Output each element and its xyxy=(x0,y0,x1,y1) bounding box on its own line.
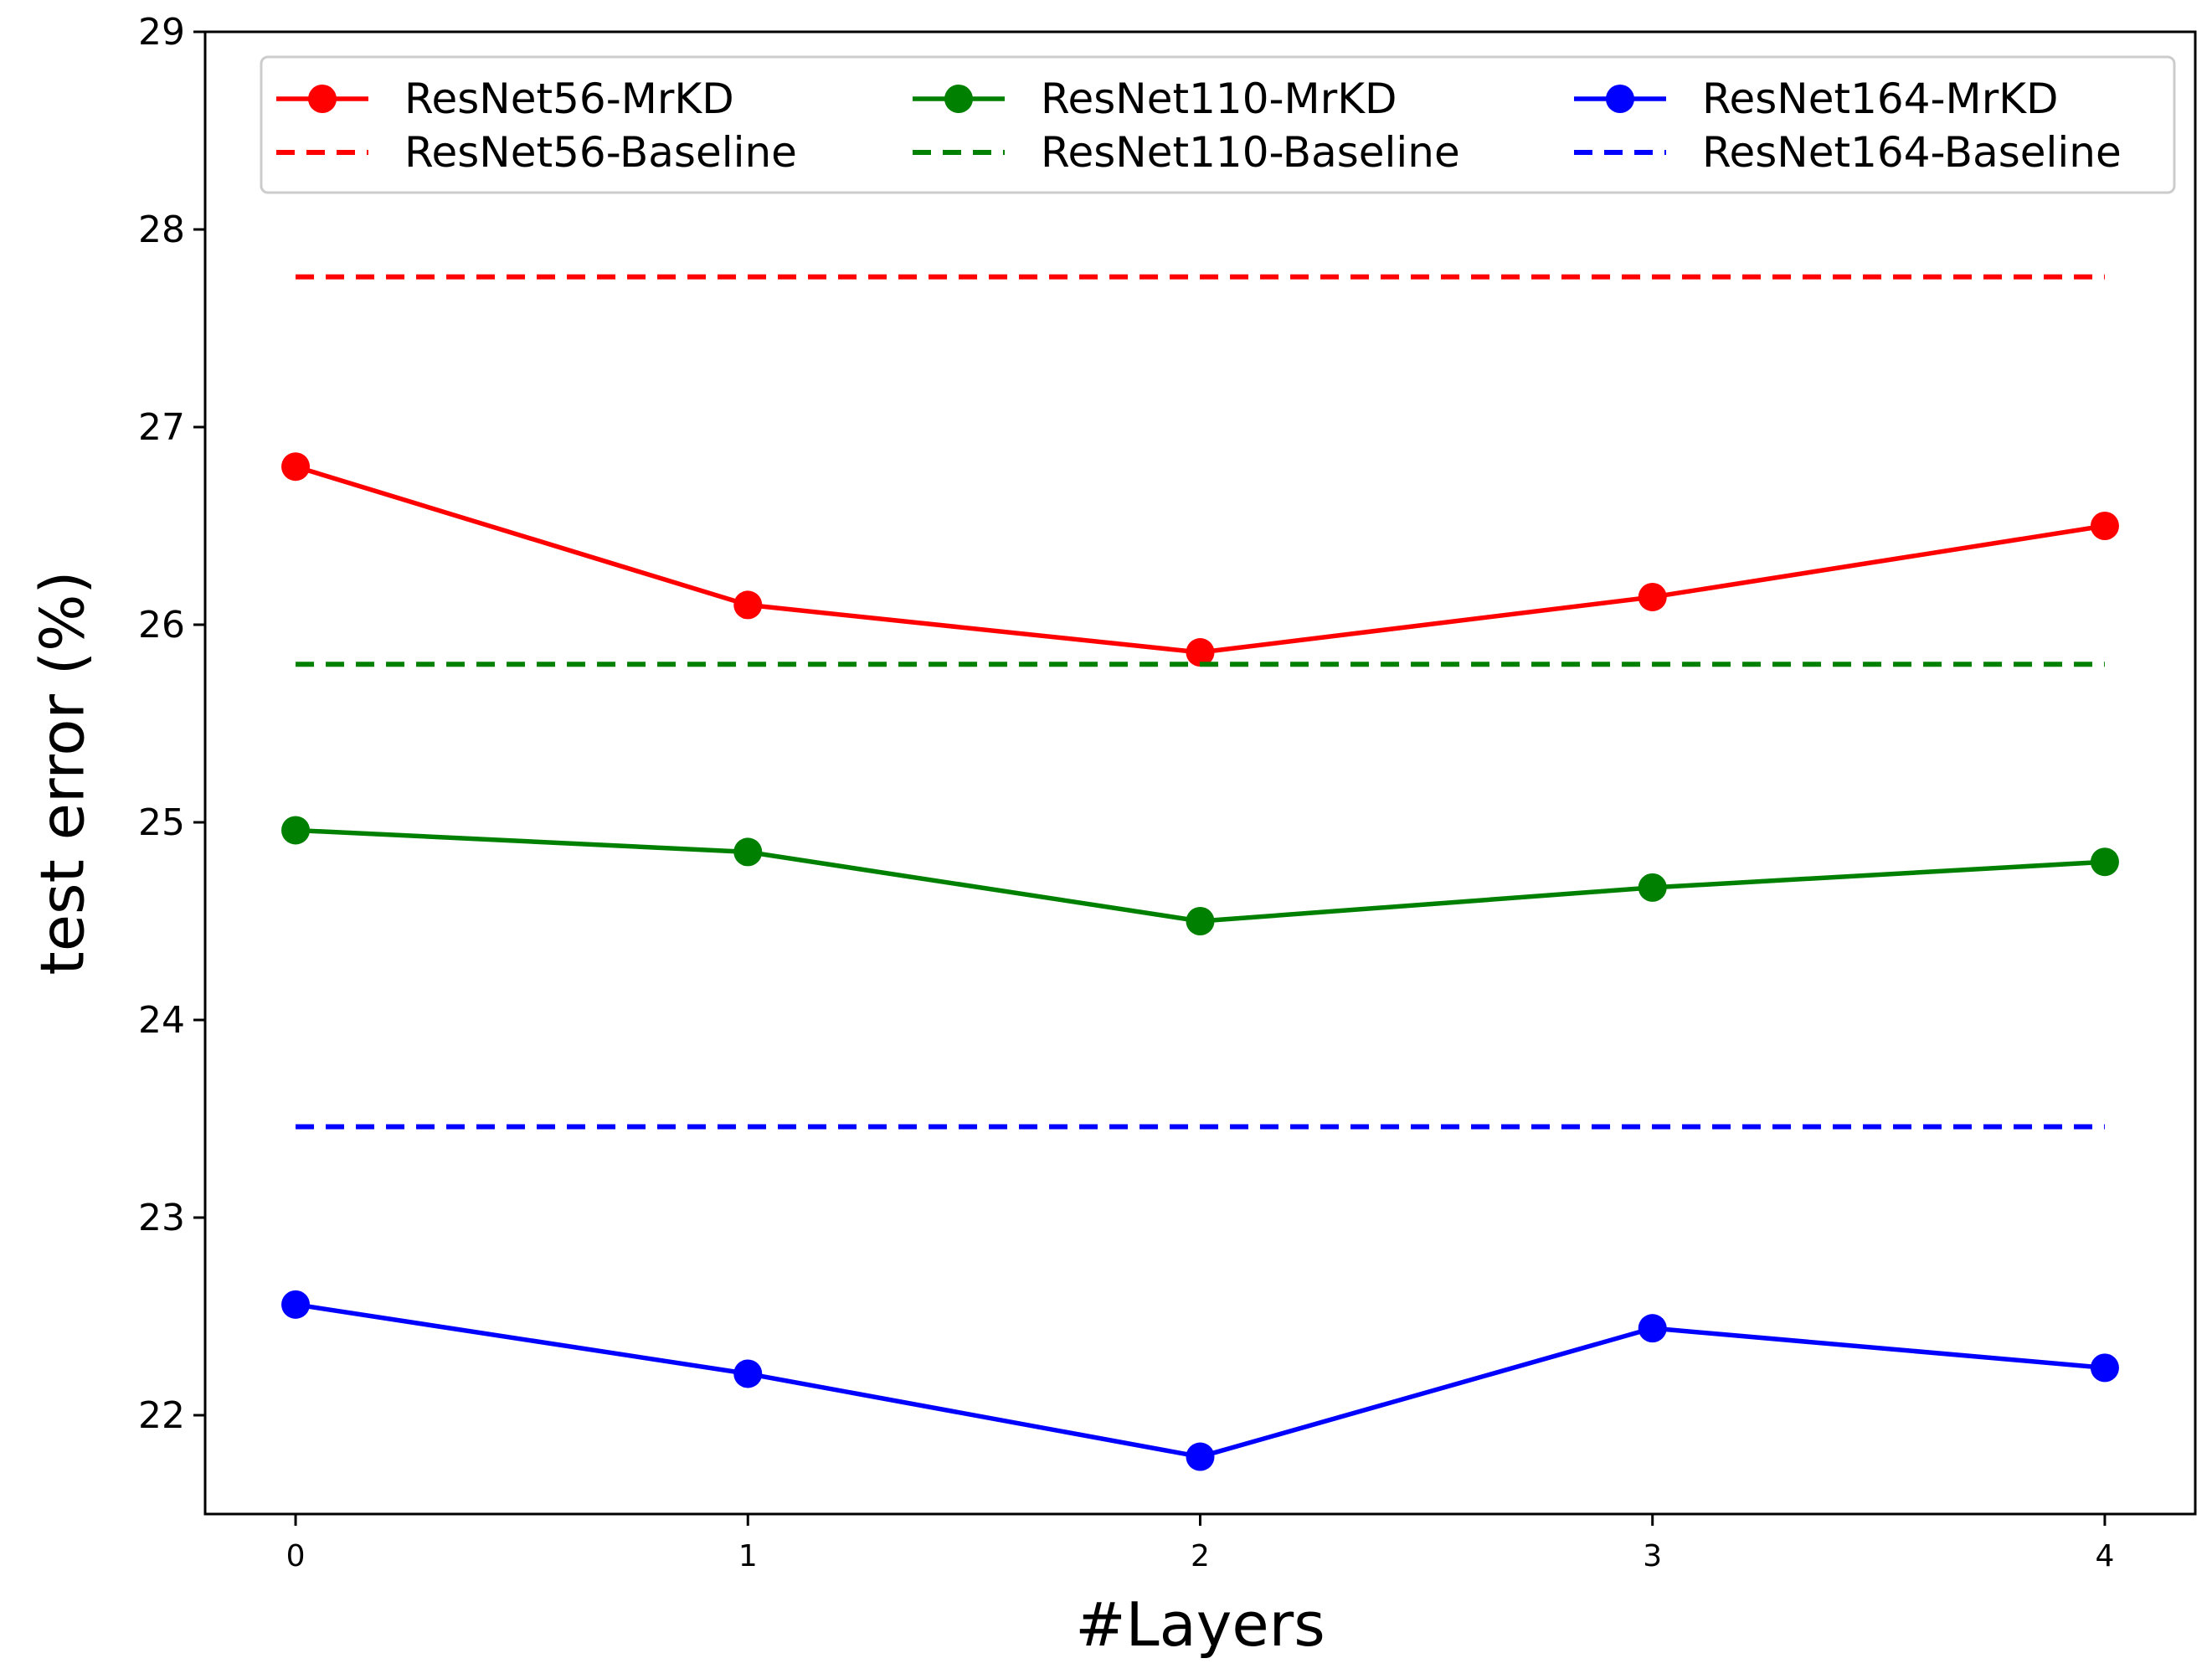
legend: ResNet56-MrKD ResNet110-MrKD ResNet164-MrK… xyxy=(260,55,2176,194)
data-point-resnet110-mrkd xyxy=(1186,907,1215,935)
legend-label: ResNet110-MrKD xyxy=(1041,75,1397,123)
y-tick-label: 23 xyxy=(138,1197,185,1239)
legend-box xyxy=(260,55,2176,194)
series-line-resnet56-mrkd xyxy=(295,464,2106,655)
data-point-resnet110-mrkd xyxy=(2090,847,2119,877)
data-point-resnet110-mrkd xyxy=(733,837,763,867)
x-tick-label: 0 xyxy=(286,1539,306,1573)
data-point-resnet164-mrkd xyxy=(733,1359,763,1388)
series-line-resnet164-mrkd xyxy=(295,1302,2106,1460)
legend-marker xyxy=(308,85,337,113)
plot-frame xyxy=(203,30,2197,1516)
x-tick-label: 4 xyxy=(2096,1539,2115,1573)
data-point-resnet56-mrkd xyxy=(1186,638,1215,667)
data-point-resnet164-mrkd xyxy=(1638,1314,1667,1343)
y-tick-label: 22 xyxy=(138,1394,185,1437)
data-point-resnet164-mrkd xyxy=(1186,1442,1215,1471)
legend-label: ResNet164-Baseline xyxy=(1702,128,2122,177)
data-point-resnet164-mrkd xyxy=(2090,1353,2119,1383)
legend-label: ResNet110-Baseline xyxy=(1041,128,1460,177)
y-tick-label: 27 xyxy=(138,406,185,449)
data-point-resnet56-mrkd xyxy=(733,590,763,620)
x-tick-label: 1 xyxy=(738,1539,758,1573)
y-tick-label: 28 xyxy=(138,209,185,251)
data-point-resnet110-mrkd xyxy=(281,816,311,845)
legend-label: ResNet56-MrKD xyxy=(404,75,734,123)
series-layer xyxy=(281,274,2119,1471)
data-point-resnet56-mrkd xyxy=(1638,582,1667,611)
legend-label: ResNet164-MrKD xyxy=(1702,75,2059,123)
y-tick-label: 29 xyxy=(138,11,185,54)
y-tick-label: 24 xyxy=(138,999,185,1042)
data-point-resnet56-mrkd xyxy=(281,452,311,482)
y-axis-title: test error (%) xyxy=(28,571,98,976)
data-point-resnet56-mrkd xyxy=(2090,512,2119,540)
legend-marker xyxy=(1606,85,1634,113)
data-point-resnet110-mrkd xyxy=(1638,873,1667,902)
x-tick-label: 3 xyxy=(1643,1539,1662,1573)
x-tick-label: 2 xyxy=(1191,1539,1210,1573)
x-axis-title: #Layers xyxy=(1075,1589,1325,1660)
legend-marker xyxy=(944,85,973,113)
y-tick-label: 25 xyxy=(138,801,185,844)
data-point-resnet164-mrkd xyxy=(281,1290,311,1319)
y-tick-label: 26 xyxy=(138,604,185,646)
legend-label: ResNet56-Baseline xyxy=(404,128,797,177)
